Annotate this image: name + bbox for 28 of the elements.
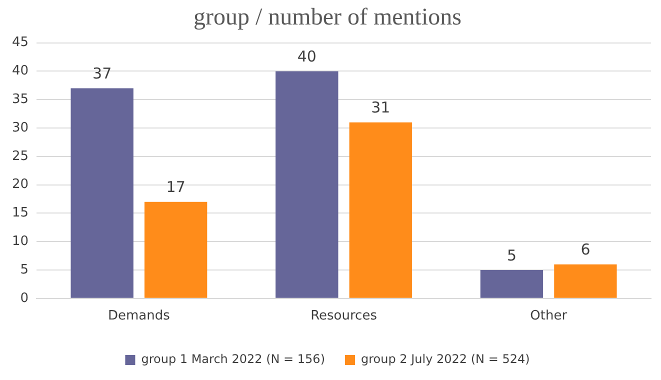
y-tick-label: 40 [12, 64, 29, 79]
legend-label: group 2 July 2022 (N = 524) [361, 352, 530, 366]
y-tick-label: 5 [20, 262, 29, 278]
y-tick-label: 20 [12, 177, 29, 192]
bar [480, 270, 544, 298]
chart-title: group / number of mentions [194, 4, 462, 31]
y-tick-label: 35 [12, 92, 29, 107]
y-tick-label: 45 [12, 35, 29, 50]
legend-label: group 1 March 2022 (N = 156) [141, 352, 326, 366]
bar [144, 202, 208, 298]
data-label: 17 [166, 178, 186, 196]
data-label: 5 [506, 246, 516, 264]
data-label: 40 [297, 48, 316, 66]
bar [554, 264, 617, 298]
y-tick-label: 30 [12, 120, 29, 136]
data-label: 37 [92, 64, 112, 83]
bar [276, 71, 338, 298]
y-tick-label: 0 [20, 290, 29, 306]
data-label: 31 [371, 98, 390, 117]
data-label: 6 [580, 240, 590, 259]
y-tick-label: 10 [12, 234, 29, 249]
bar [70, 88, 134, 298]
y-tick-label: 25 [12, 148, 29, 164]
x-tick-label: Other [530, 308, 568, 324]
x-tick-label: Resources [310, 308, 378, 324]
bar [349, 122, 412, 298]
x-tick-label: Demands [108, 308, 170, 324]
y-tick-label: 15 [12, 206, 29, 221]
